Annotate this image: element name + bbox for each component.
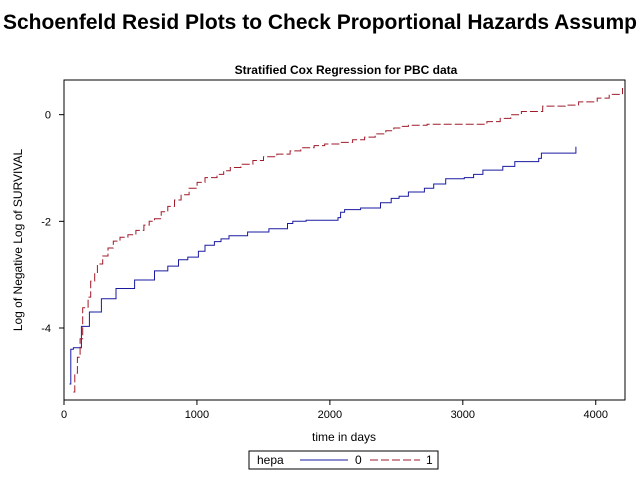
x-tick-label-3: 3000 [451,409,475,421]
legend-label-series-1: 1 [426,453,433,467]
x-axis-label: time in days [312,430,376,444]
y-tick-label-1: -2 [41,216,51,228]
y-axis-label: Log of Negative Log of SURVIVAL [11,149,25,332]
plot-frame [63,79,626,401]
x-tick-label-1: 1000 [185,409,209,421]
series-line-0 [69,146,577,385]
x-tick-label-0: 0 [61,409,67,421]
y-tick-label-0: 0 [45,110,51,122]
series-line-1 [73,88,623,393]
page-title: Schoenfeld Resid Plots to Check Proporti… [2,11,637,34]
axes: 0 1000 2000 3000 4000 0 -2 -4 [41,110,608,421]
legend-label-series-0: 0 [355,453,362,467]
x-tick-label-2: 2000 [318,409,342,421]
x-tick-label-4: 4000 [584,409,608,421]
y-tick-label-2: -4 [41,323,51,335]
legend-title: hepa [257,453,284,467]
series-layer [69,88,623,393]
legend: hepa 0 1 [248,450,439,470]
chart-subtitle: Stratified Cox Regression for PBC data [235,63,458,77]
